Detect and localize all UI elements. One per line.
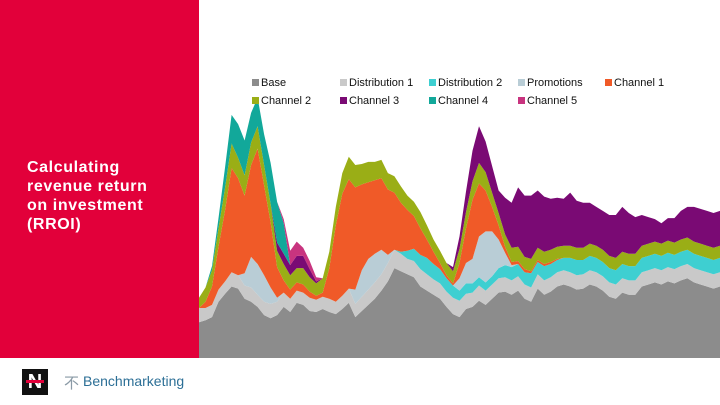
legend-item-channel-2: Channel 2 — [252, 95, 311, 107]
n-logo: N — [22, 369, 48, 395]
legend-label: Distribution 1 — [349, 77, 413, 89]
brand-name: Benchmarketing — [83, 373, 185, 389]
legend-label: Channel 3 — [349, 95, 399, 107]
legend-item-promotions: Promotions — [518, 77, 583, 89]
legend-swatch — [340, 97, 347, 104]
area-channel-1 — [199, 148, 720, 308]
n-logo-stripe — [26, 380, 44, 383]
legend-swatch — [252, 97, 259, 104]
legend-swatch — [429, 79, 436, 86]
benchmarketing-icon: 不 — [64, 374, 80, 392]
legend-label: Promotions — [527, 77, 583, 89]
area-distribution-1 — [199, 249, 720, 323]
legend-label: Distribution 2 — [438, 77, 502, 89]
legend-label: Base — [261, 77, 286, 89]
legend-item-distribution-2: Distribution 2 — [429, 77, 502, 89]
legend-swatch — [605, 79, 612, 86]
legend-swatch — [518, 97, 525, 104]
legend-item-channel-5: Channel 5 — [518, 95, 577, 107]
area-distribution-2 — [199, 248, 720, 308]
legend-swatch — [429, 97, 436, 104]
legend-item-channel-4: Channel 4 — [429, 95, 488, 107]
area-channel-2 — [199, 126, 720, 308]
legend-swatch — [518, 79, 525, 86]
stacked-area-chart: Base Distribution 1 Distribution 2 Promotio… — [199, 77, 720, 358]
legend-item-channel-3: Channel 3 — [340, 95, 399, 107]
title-panel: Calculating revenue return on investment… — [0, 0, 199, 358]
footer — [0, 358, 720, 405]
legend-item-distribution-1: Distribution 1 — [340, 77, 413, 89]
legend-item-base: Base — [252, 77, 286, 89]
legend-swatch — [340, 79, 347, 86]
legend-label: Channel 1 — [614, 77, 664, 89]
area-channel-4 — [199, 97, 720, 298]
legend-item-channel-1: Channel 1 — [605, 77, 664, 89]
slide-title: Calculating revenue return on investment… — [27, 159, 148, 233]
legend-label: Channel 2 — [261, 95, 311, 107]
area-base — [199, 268, 720, 358]
legend-swatch — [252, 79, 259, 86]
legend-label: Channel 4 — [438, 95, 488, 107]
legend-label: Channel 5 — [527, 95, 577, 107]
